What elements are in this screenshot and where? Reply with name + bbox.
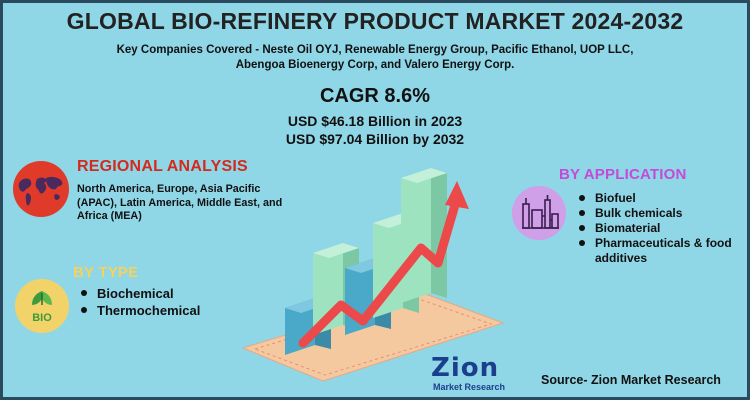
page-title: GLOBAL BIO-REFINERY PRODUCT MARKET 2024-… (66, 8, 684, 34)
refinery-icon (512, 186, 566, 240)
regional-analysis-text: North America, Europe, Asia Pacific (APA… (77, 183, 283, 222)
regional-analysis-heading: REGIONAL ANALYSIS (77, 158, 248, 175)
logo-sub-text: Market Research (433, 382, 506, 392)
list-item: Biomaterial (577, 221, 737, 236)
list-item: Bulk chemicals (577, 206, 737, 221)
logo-main-text: Zion (431, 353, 500, 383)
list-item: Pharmaceuticals & food additives (577, 236, 737, 266)
by-type-heading: BY TYPE (73, 264, 139, 281)
key-companies-line-2: Abengoa Bioenergy Corp, and Valero Energ… (235, 59, 515, 71)
growth-bar-illustration (241, 168, 505, 382)
bio-leaf-icon: BIO (15, 279, 69, 333)
by-application-list: Biofuel Bulk chemicals Biomaterial Pharm… (577, 191, 737, 266)
list-item: Biofuel (577, 191, 737, 206)
market-size-2032: USD $97.04 Billion by 2032 (285, 131, 465, 147)
chart-bar (401, 168, 447, 303)
key-companies: Key Companies Covered - Neste Oil OYJ, R… (93, 43, 657, 73)
growth-arrow-icon (298, 181, 469, 348)
key-companies-line-1: Key Companies Covered - Neste Oil OYJ, R… (116, 44, 634, 56)
svg-text:BIO: BIO (32, 312, 52, 324)
market-size-2023: USD $46.18 Billion in 2023 (287, 113, 463, 129)
source-note: Source- Zion Market Research (541, 373, 721, 387)
zion-logo: Zion Market Research (431, 353, 527, 395)
list-item: Thermochemical (79, 302, 200, 319)
by-application-heading: BY APPLICATION (559, 166, 687, 183)
by-type-list: Biochemical Thermochemical (79, 285, 200, 319)
list-item: Biochemical (79, 285, 200, 302)
cagr-value: CAGR 8.6% (319, 85, 431, 107)
world-map-icon (13, 161, 69, 217)
